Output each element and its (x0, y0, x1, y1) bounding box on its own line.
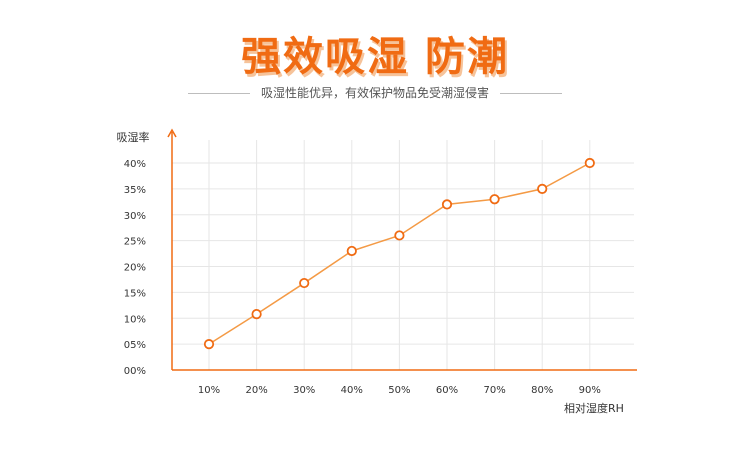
y-axis-label: 吸湿率 (117, 130, 150, 144)
data-point (441, 199, 453, 210)
subtitle-divider-right (500, 93, 562, 94)
x-tick-label: 90% (579, 385, 601, 396)
subtitle-divider-left (188, 93, 250, 94)
y-tick-label: 20% (124, 263, 146, 274)
data-point (203, 339, 215, 350)
y-tick-label: 35% (124, 185, 146, 196)
x-tick-label: 70% (483, 385, 505, 396)
x-tick-label: 80% (531, 385, 553, 396)
x-axis-label: 相对湿度RH (564, 401, 624, 415)
y-tick-label: 40% (124, 159, 146, 170)
x-tick-label: 30% (293, 385, 315, 396)
series-absorption (203, 157, 595, 350)
data-point (251, 309, 262, 320)
page-subtitle: 吸湿性能优异，有效保护物品免受潮湿侵害 (260, 86, 489, 100)
subtitle-row: 吸湿性能优异，有效保护物品免受潮湿侵害 (0, 84, 750, 102)
page-title: 强效吸湿 防潮 (241, 34, 509, 80)
y-axis-arrow (167, 128, 177, 138)
y-tick-label: 00% (124, 366, 146, 377)
y-tick-label: 05% (124, 340, 146, 351)
tick-labels: 00% 05% 10% 15% 20% 25% 30% 35% 40% 10% 20% 30% 40% 5… (124, 159, 601, 396)
axes (167, 128, 637, 371)
y-tick-label: 30% (124, 211, 146, 222)
x-tick-label: 50% (388, 385, 410, 396)
x-tick-label: 10% (198, 385, 220, 396)
x-tick-label: 40% (341, 385, 363, 396)
data-point (346, 245, 357, 257)
data-point (537, 183, 548, 194)
x-tick-label: 60% (436, 385, 458, 396)
y-tick-label: 25% (124, 237, 146, 248)
grid (172, 140, 634, 370)
y-tick-label: 15% (124, 288, 146, 299)
data-point (489, 194, 500, 205)
data-point (299, 277, 310, 289)
x-tick-label: 20% (245, 385, 267, 396)
data-point (584, 157, 595, 169)
y-tick-label: 10% (124, 314, 146, 325)
data-point (394, 230, 405, 241)
